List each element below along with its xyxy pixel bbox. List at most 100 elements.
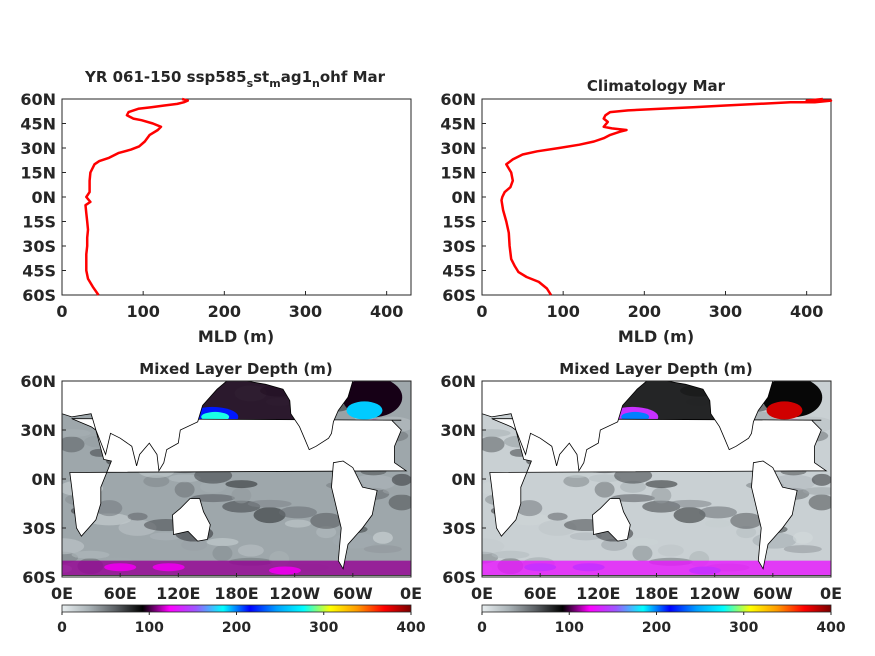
- x-tick-label: 0E: [820, 584, 842, 603]
- mld-texture-patch: [200, 480, 227, 493]
- y-tick-label: 30S: [22, 519, 56, 538]
- y-tick-label: 30S: [442, 237, 476, 256]
- mld-texture-patch: [808, 494, 831, 511]
- south-america-land: [751, 460, 798, 570]
- mld-texture-patch: [190, 494, 235, 503]
- mld-texture-patch: [316, 526, 337, 539]
- x-tick-label: 180E: [634, 584, 678, 603]
- y-tick-label: 60S: [442, 286, 476, 305]
- mld-texture-patch: [730, 512, 763, 529]
- map-panel-left: Mixed Layer Depth (m) 0E 60E 120E 180E 120W 6…: [20, 360, 426, 636]
- mld-texture-patch: [482, 538, 505, 555]
- southern-ocean-mld-band: [62, 560, 411, 577]
- mld-texture-patch: [673, 507, 706, 524]
- map-title-left: Mixed Layer Depth (m): [139, 360, 332, 378]
- x-tick-label: 0: [56, 302, 67, 321]
- y-tick-label: 45S: [442, 262, 476, 281]
- y-tick-label: 0N: [31, 470, 56, 489]
- colorbar-tick-label: 100: [555, 620, 584, 636]
- y-tick-label: 45S: [22, 262, 56, 281]
- map-panel-right: Mixed Layer Depth (m) 0E 60E 120E 180E 120W 6…: [440, 360, 846, 636]
- profile-series-line: [500, 97, 833, 296]
- south-america-land: [331, 460, 378, 570]
- mld-texture-patch: [588, 474, 621, 483]
- mld-texture-patch: [736, 526, 757, 539]
- mld-texture-patch: [516, 500, 543, 517]
- mld-texture-patch: [601, 538, 628, 551]
- x-tick-label: 0E: [51, 584, 73, 603]
- mld-texture-patch: [127, 512, 148, 521]
- y-tick-label: 60N: [20, 90, 56, 109]
- mld-texture-patch: [181, 538, 208, 551]
- xlabel-left: MLD (m): [198, 327, 274, 346]
- mld-texture-patch: [62, 538, 85, 555]
- mld-texture-patch: [482, 429, 511, 438]
- x-tick-label: 60W: [333, 584, 373, 603]
- y-tick-label: 45N: [440, 115, 476, 134]
- x-tick-label: 0E: [400, 584, 422, 603]
- mld-texture-patch: [783, 545, 822, 554]
- x-tick-label: 300: [709, 302, 742, 321]
- mld-texture-patch: [96, 500, 123, 517]
- x-tick-label: 180E: [214, 584, 258, 603]
- y-tick-label: 60N: [440, 372, 476, 391]
- mld-texture-patch: [278, 506, 317, 519]
- profile-panel-right: Climatology Mar 0 100 200 300 400 60N 45N 30N 1…: [440, 77, 833, 346]
- southern-ocean-mld-patch: [688, 566, 721, 575]
- mld-texture-patch: [231, 487, 252, 504]
- x-tick-label: 100: [546, 302, 579, 321]
- colorbar-tick-label: 300: [309, 620, 338, 636]
- y-tick-label: 15N: [20, 164, 56, 183]
- y-tick-label: 0N: [451, 188, 476, 207]
- mld-texture-patch: [382, 487, 411, 496]
- mld-texture-patch: [247, 499, 292, 508]
- x-tick-label: 120W: [269, 584, 320, 603]
- colorbar-tick-label: 0: [477, 620, 487, 636]
- x-tick-label: 60E: [524, 584, 557, 603]
- x-tick-label: 200: [628, 302, 661, 321]
- x-tick-label: 100: [126, 302, 159, 321]
- australia-land: [592, 498, 631, 542]
- colorbar-tick-label: 100: [135, 620, 164, 636]
- mld-texture-patch: [645, 480, 678, 489]
- mld-texture-patch: [62, 436, 85, 453]
- profile-series-line: [84, 97, 190, 296]
- mld-texture-patch: [632, 545, 653, 562]
- gulf-stream-mld-patch: [766, 401, 803, 420]
- colorbar-tick-label: 200: [642, 620, 671, 636]
- profile-panel-left: YR 061-150 ssp585sstmag1nohf Mar 0 100 200…: [20, 68, 412, 346]
- mld-texture-patch: [372, 531, 393, 544]
- mld-texture-patch: [657, 544, 684, 557]
- australia-land: [172, 498, 211, 542]
- mld-texture-patch: [212, 545, 233, 562]
- y-tick-label: 45N: [20, 115, 56, 134]
- mld-texture-patch: [174, 481, 195, 498]
- mld-texture-patch: [363, 545, 402, 554]
- mld-texture-patch: [284, 519, 311, 528]
- y-tick-label: 60S: [22, 286, 56, 305]
- y-tick-label: 30N: [20, 139, 56, 158]
- x-tick-label: 0E: [471, 584, 493, 603]
- mld-texture-patch: [253, 507, 286, 524]
- profile-title-right: Climatology Mar: [587, 77, 726, 95]
- y-tick-label: 30N: [440, 421, 476, 440]
- y-tick-label: 60S: [22, 568, 56, 587]
- y-tick-label: 30S: [442, 519, 476, 538]
- mld-texture-patch: [310, 512, 343, 529]
- mld-texture-patch: [792, 531, 813, 544]
- eurasia-land: [62, 381, 228, 473]
- mld-texture-patch: [206, 538, 239, 547]
- x-tick-label: 60E: [104, 584, 137, 603]
- mld-texture-patch: [388, 494, 411, 511]
- north-america-land: [666, 381, 774, 451]
- mld-texture-patch: [620, 480, 647, 493]
- y-tick-label: 0N: [31, 188, 56, 207]
- mld-texture-patch: [237, 544, 264, 557]
- mld-texture-patch: [71, 550, 110, 559]
- gulf-stream-mld-patch: [346, 401, 383, 420]
- map-title-right: Mixed Layer Depth (m): [559, 360, 752, 378]
- x-tick-label: 400: [790, 302, 823, 321]
- southern-ocean-mld-band: [482, 560, 831, 577]
- north-america-land: [246, 381, 354, 451]
